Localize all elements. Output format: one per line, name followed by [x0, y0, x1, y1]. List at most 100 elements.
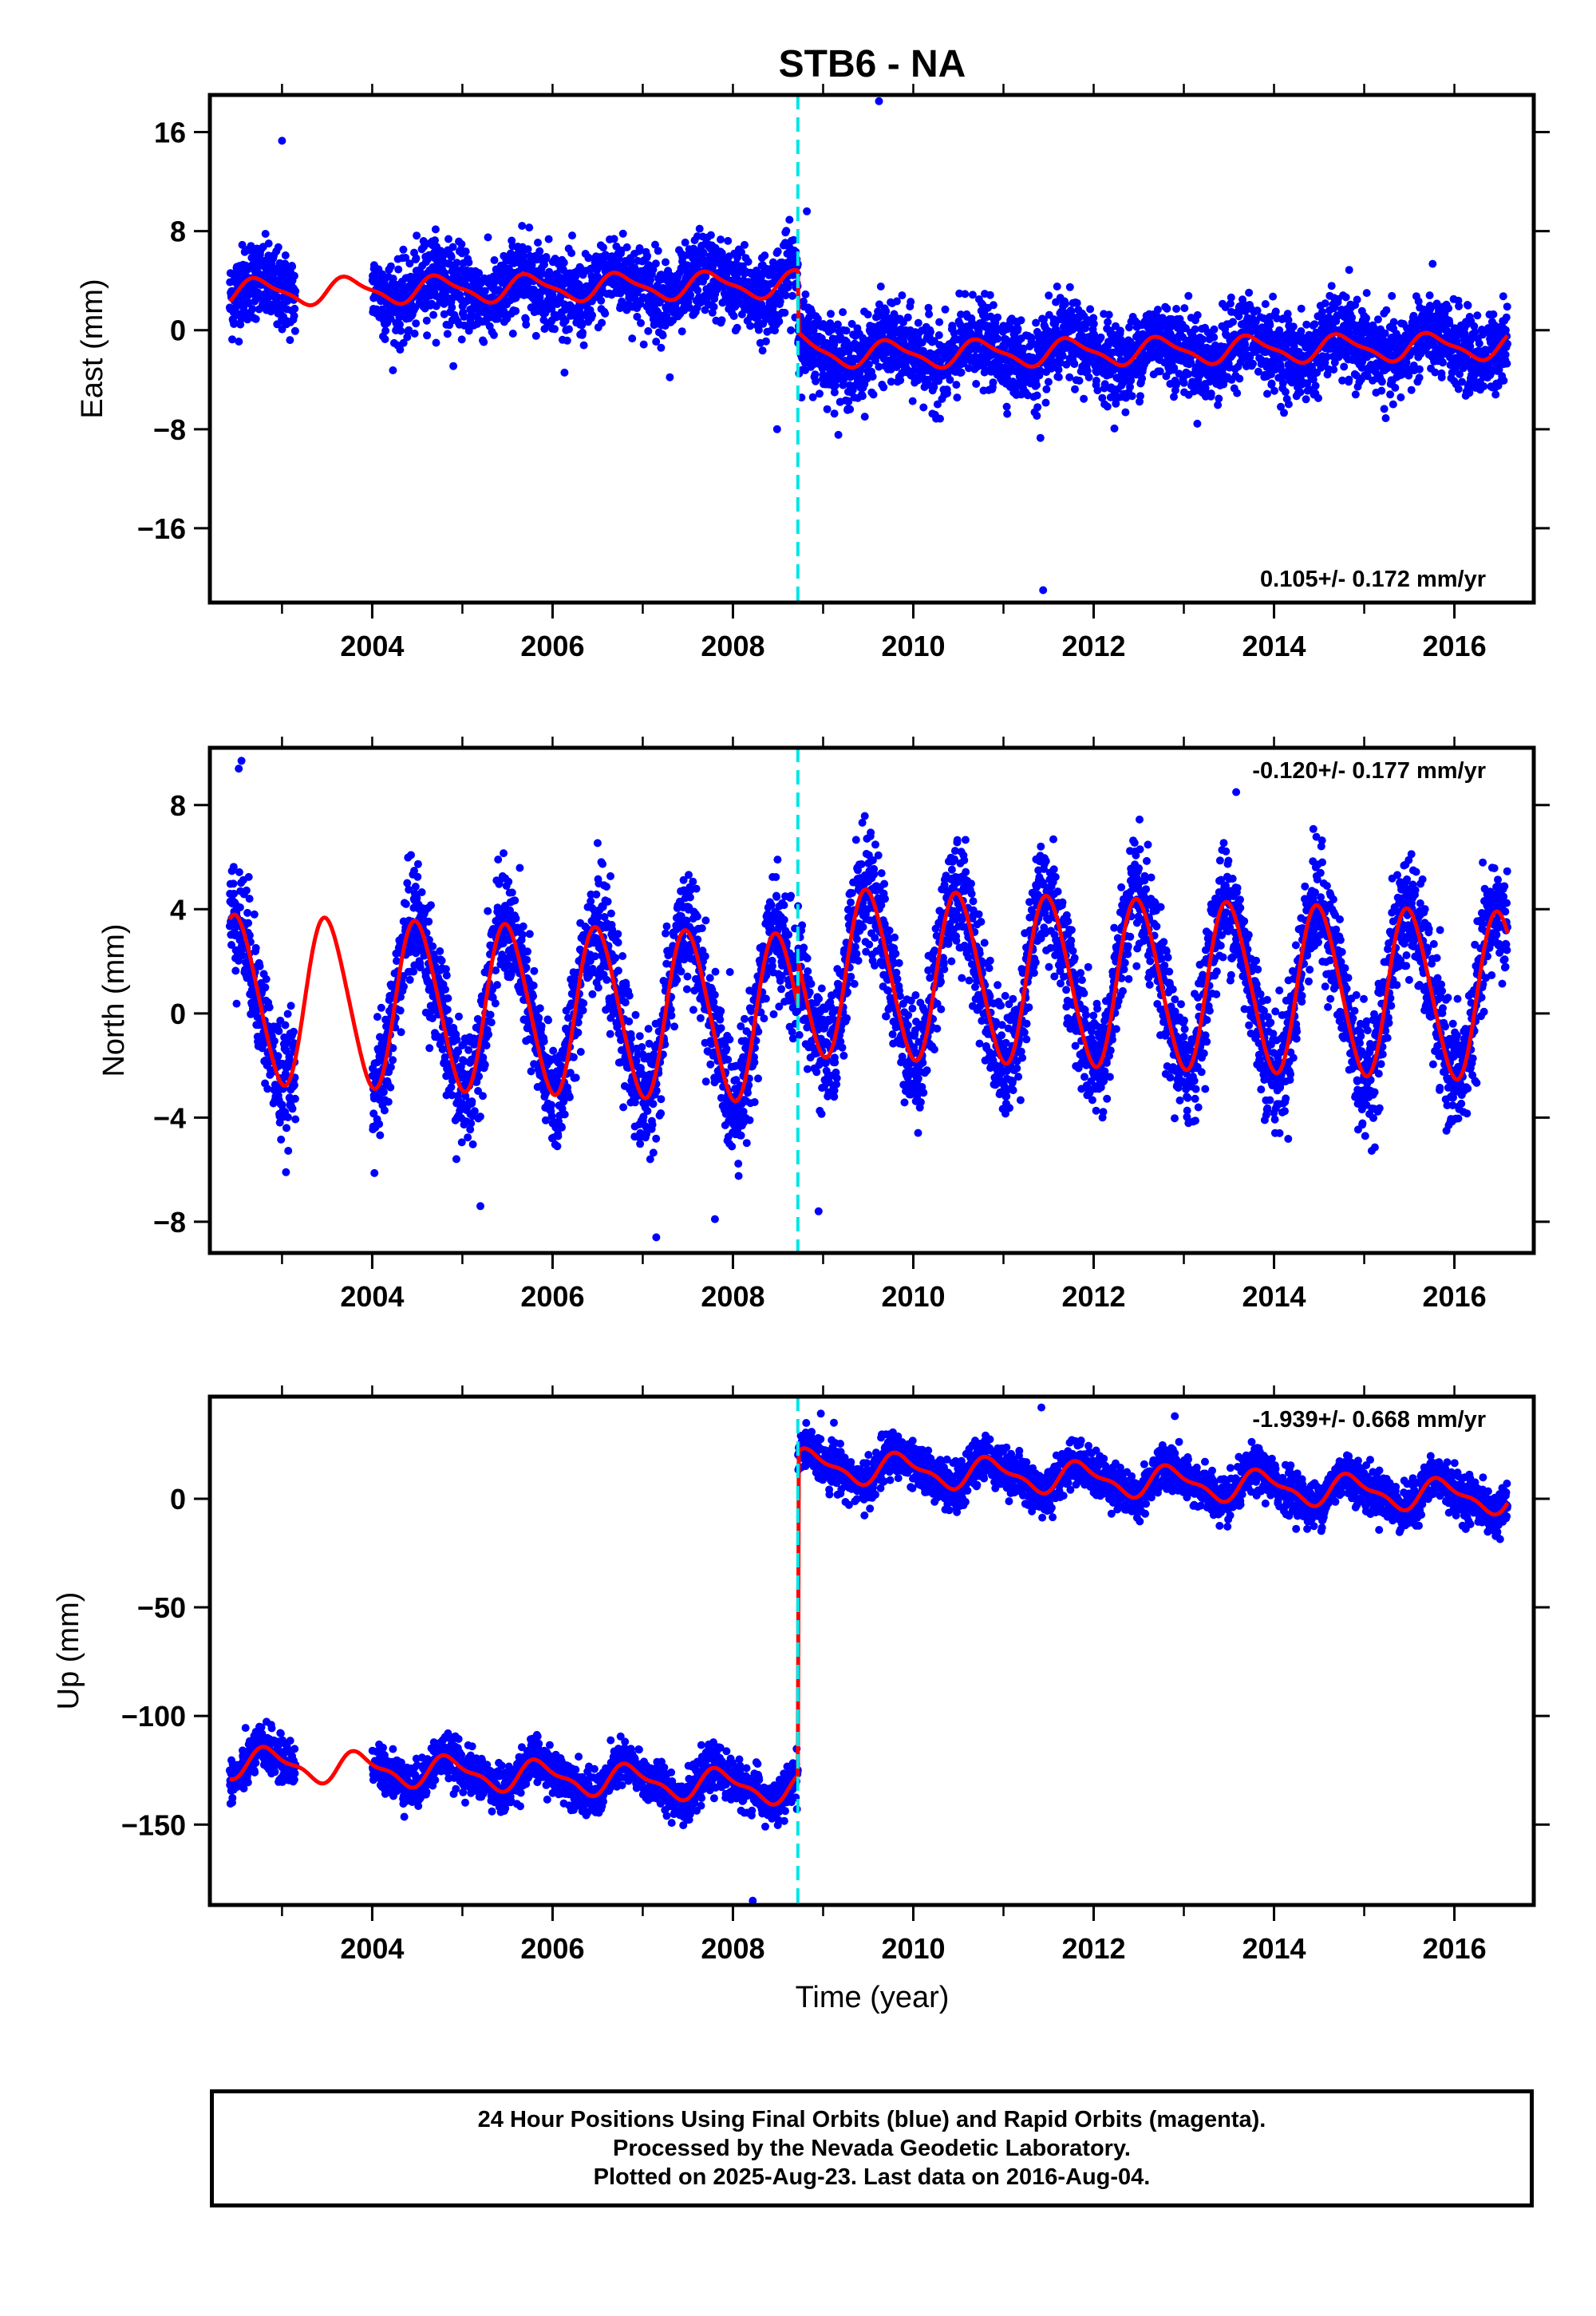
data-point: [1310, 320, 1319, 329]
data-point: [908, 397, 917, 405]
data-point: [1075, 377, 1084, 385]
data-point: [1455, 302, 1464, 310]
data-point: [1283, 310, 1292, 318]
data-point: [401, 254, 410, 262]
data-point: [1503, 302, 1511, 311]
data-point: [709, 302, 718, 311]
data-point: [228, 335, 236, 344]
data-point: [1290, 342, 1298, 351]
data-point: [993, 326, 1001, 334]
data-point: [879, 383, 888, 392]
data-point: [1270, 386, 1278, 395]
data-point: [686, 290, 695, 299]
data-point: [986, 290, 994, 299]
data-point: [447, 252, 456, 261]
data-point: [1184, 370, 1192, 378]
data-point: [1172, 379, 1181, 388]
data-point: [1353, 295, 1361, 304]
data-point: [926, 328, 934, 336]
data-point: [422, 316, 431, 325]
data-point: [531, 331, 540, 340]
data-point: [693, 260, 702, 269]
data-point: [950, 329, 958, 338]
data-point: [1065, 283, 1074, 291]
data-point: [651, 240, 659, 249]
data-point: [654, 247, 662, 255]
data-point: [1070, 360, 1079, 369]
data-point: [811, 370, 820, 379]
data-point: [662, 312, 671, 321]
data-point: [1275, 326, 1284, 334]
data-point: [1156, 367, 1164, 376]
data-point: [1003, 409, 1012, 418]
data-point: [1389, 400, 1397, 409]
data-point: [290, 311, 298, 320]
data-point: [522, 320, 531, 329]
data-point: [989, 301, 998, 310]
data-point: [1083, 366, 1092, 375]
data-point: [290, 271, 298, 280]
data-point: [448, 243, 457, 251]
y-tick-label: −16: [137, 512, 186, 545]
data-point: [773, 247, 782, 255]
data-point: [1184, 291, 1193, 300]
data-point: [834, 430, 843, 439]
data-point: [1370, 325, 1379, 334]
data-point: [1407, 385, 1416, 394]
data-point: [957, 310, 965, 319]
data-point: [1210, 333, 1219, 342]
data-point: [731, 302, 740, 311]
outlier-point: [875, 97, 883, 105]
data-point: [1207, 389, 1215, 398]
data-point: [1302, 395, 1310, 404]
data-point: [1138, 374, 1147, 383]
data-point: [1170, 393, 1178, 401]
data-point: [429, 310, 438, 319]
data-point: [1071, 385, 1079, 393]
data-point: [1464, 301, 1472, 310]
x-tick-label: 2006: [520, 630, 584, 662]
data-point: [936, 414, 944, 423]
data-point: [1033, 391, 1041, 400]
data-point: [1391, 383, 1400, 392]
data-point: [1193, 310, 1202, 319]
plot-frame-east: [207, 93, 1536, 605]
data-point: [933, 400, 942, 409]
data-point: [1013, 325, 1022, 333]
data-point: [1245, 288, 1254, 297]
data-point: [771, 326, 779, 335]
data-point: [1327, 282, 1336, 290]
data-point: [475, 269, 484, 278]
y-tick-label: −8: [153, 413, 186, 446]
data-point: [812, 377, 820, 385]
data-point: [896, 376, 905, 385]
data-point: [847, 319, 856, 328]
data-point: [941, 305, 950, 314]
outlier-point: [803, 207, 812, 215]
data-point: [396, 346, 405, 354]
data-point: [733, 323, 741, 332]
data-point: [724, 236, 733, 245]
data-point: [1341, 293, 1350, 302]
data-point: [440, 310, 448, 318]
data-point: [839, 308, 847, 317]
velocity-annotation-east: 0.105+/- 0.172 mm/yr: [1260, 567, 1486, 592]
data-point: [1281, 388, 1290, 397]
data-point: [431, 225, 440, 234]
data-point: [1454, 330, 1463, 339]
x-tick-label: 2012: [1061, 630, 1125, 662]
data-point: [1019, 344, 1028, 353]
data-point: [628, 334, 637, 343]
data-point: [229, 863, 238, 871]
data-point: [1389, 318, 1398, 326]
data-point: [635, 244, 644, 252]
x-tick-label: 2016: [1423, 630, 1487, 662]
data-point: [412, 319, 421, 328]
data-point: [1261, 300, 1270, 308]
data-point: [597, 296, 606, 305]
data-point: [410, 330, 419, 338]
data-point: [1502, 313, 1511, 322]
panel-east: 2004 2006 2008 2010 2012 2014 2016−16−80816Eas…: [76, 84, 1550, 662]
data-point: [618, 229, 627, 238]
data-point: [480, 338, 488, 346]
